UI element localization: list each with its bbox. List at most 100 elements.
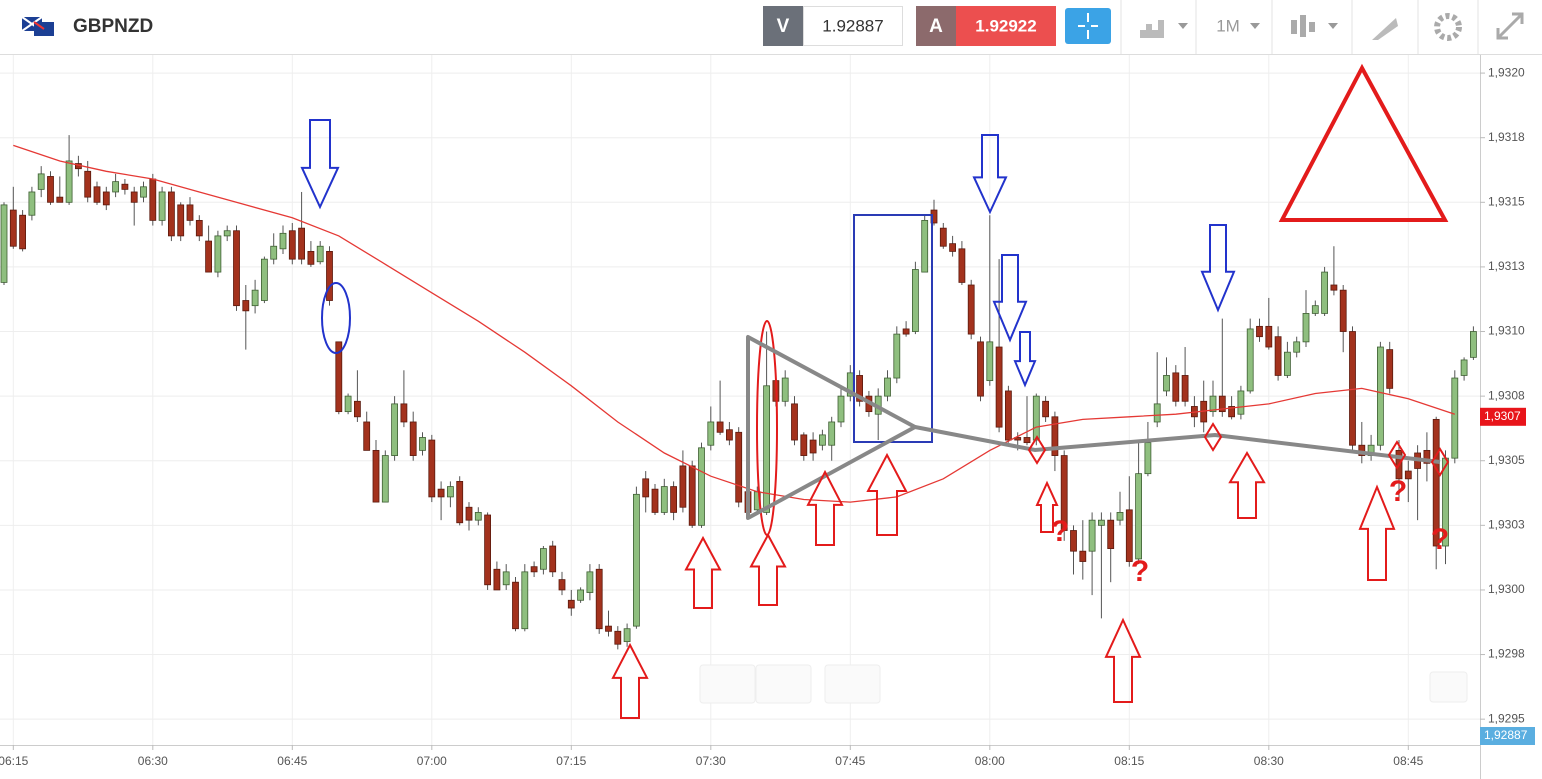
- timeframe[interactable]: 1M: [1216, 16, 1240, 35]
- candle-body: [512, 581, 519, 630]
- candle-body: [986, 341, 994, 382]
- candle-body: [1032, 395, 1040, 441]
- ui-boxes: [699, 664, 1468, 704]
- candle-body: [19, 214, 27, 250]
- candle-body: [353, 400, 361, 418]
- candle-body: [270, 245, 278, 260]
- candle-body: [791, 403, 798, 441]
- candle-body: [1460, 359, 1468, 376]
- y-tick-label: 1,9315: [1488, 194, 1525, 208]
- candle-body: [419, 437, 426, 451]
- dropdown-caret: [1328, 23, 1338, 29]
- x-tick-label: 06:45: [277, 754, 307, 768]
- down-arrow: [300, 119, 340, 210]
- candle-body: [93, 186, 101, 203]
- candle-body: [65, 160, 73, 203]
- candle-body: [586, 571, 594, 593]
- candle-body: [1339, 289, 1347, 332]
- dropdown-caret: [1178, 23, 1188, 29]
- y-tick-label: 1,9318: [1488, 130, 1525, 144]
- candle-body: [1070, 530, 1077, 552]
- candle-body: [605, 625, 612, 632]
- candle-body: [837, 395, 845, 423]
- y-tick-label: 1,9295: [1488, 711, 1525, 725]
- bid-price: 1.92887: [822, 16, 883, 35]
- candle-body: [967, 284, 975, 335]
- draw-icon[interactable]: [1372, 18, 1398, 40]
- candle-body: [437, 488, 445, 498]
- candle-body: [372, 449, 380, 503]
- separators: [1120, 0, 1479, 54]
- candle-body: [223, 230, 231, 237]
- candle-body: [363, 421, 371, 451]
- candle-body: [307, 251, 315, 265]
- candles-icon[interactable]: [1291, 15, 1315, 37]
- candle-body: [205, 240, 213, 273]
- y-tick-label: 1,9303: [1488, 518, 1525, 532]
- candle-body: [698, 447, 705, 526]
- candle-body: [344, 395, 352, 413]
- down-arrow: [1013, 331, 1037, 388]
- candle-body: [1116, 512, 1124, 521]
- candle-body: [326, 251, 333, 301]
- bid-box[interactable]: [803, 6, 903, 46]
- x-tick-label: 06:30: [138, 754, 168, 768]
- candle-body: [1172, 372, 1180, 402]
- candle-body: [279, 232, 287, 250]
- candle-body: [912, 269, 919, 332]
- candle-body: [167, 191, 175, 237]
- bid-label-box[interactable]: [763, 6, 803, 46]
- candle-body: [1107, 519, 1115, 549]
- candle-body: [195, 219, 203, 237]
- candle-body: [474, 512, 482, 521]
- candle-body: [9, 209, 17, 247]
- last-price-badge: [1480, 407, 1526, 426]
- candle-body: [112, 181, 119, 193]
- candle-body: [1088, 519, 1096, 552]
- candle-body: [1051, 416, 1059, 456]
- candle-body: [484, 514, 492, 586]
- y-tick-label: 1,9298: [1488, 647, 1525, 661]
- candle-body: [949, 243, 956, 252]
- candle-body: [921, 219, 929, 273]
- fullscreen-icon[interactable]: [1496, 12, 1524, 40]
- settings-icon[interactable]: [1434, 13, 1462, 41]
- candle-body: [939, 227, 947, 247]
- ask-box[interactable]: [956, 6, 1056, 46]
- x-tick-label: 06:15: [0, 754, 29, 768]
- candle-body: [651, 488, 659, 513]
- candle-body: [316, 245, 324, 263]
- up-arrow: [1104, 617, 1142, 703]
- candle-body: [828, 421, 836, 446]
- candle-body: [1014, 437, 1022, 441]
- x-tick-label: 08:45: [1393, 754, 1423, 768]
- candle-body: [1144, 442, 1152, 475]
- candle-body: [428, 439, 436, 498]
- candle-body: [633, 493, 640, 627]
- candle-body: [884, 377, 891, 397]
- candle-body: [233, 230, 240, 307]
- candle-body: [1228, 406, 1235, 418]
- ask-label-box[interactable]: [916, 6, 956, 46]
- candle-body: [260, 258, 268, 301]
- up-arrow: [806, 469, 844, 546]
- candle-body: [84, 170, 92, 198]
- candle-body: [1293, 341, 1301, 353]
- ask-label: A: [929, 16, 943, 37]
- candle-body: [1135, 473, 1142, 560]
- candle-body: [530, 566, 538, 573]
- candle-body: [335, 341, 343, 413]
- candle-body: [856, 375, 863, 402]
- chart-type-icon[interactable]: [1140, 20, 1164, 38]
- candle-body: [140, 186, 147, 198]
- x-tick-label: 08:30: [1254, 754, 1284, 768]
- candle-body: [1330, 284, 1338, 291]
- candle-body: [1386, 349, 1394, 389]
- diamond: [1430, 447, 1450, 477]
- y-tick-label: 1,9313: [1488, 259, 1525, 273]
- crosshair-button[interactable]: [1065, 8, 1111, 44]
- candle-body: [1246, 328, 1254, 392]
